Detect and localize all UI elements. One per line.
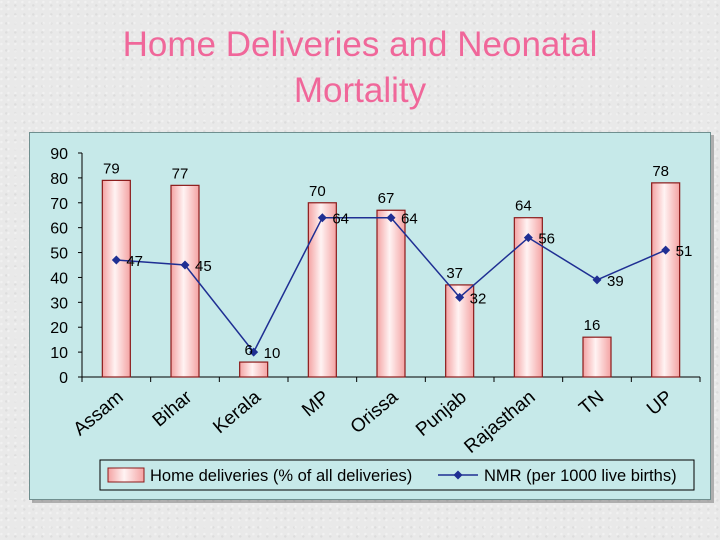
legend-bar-swatch bbox=[107, 467, 145, 483]
nmr-data-label: 32 bbox=[470, 290, 487, 307]
y-tick-label: 80 bbox=[50, 171, 68, 188]
nmr-data-label: 45 bbox=[195, 258, 212, 275]
y-tick-label: 50 bbox=[50, 246, 68, 263]
nmr-data-label: 47 bbox=[126, 253, 143, 270]
legend-bar-label: Home deliveries (% of all deliveries) bbox=[150, 467, 412, 485]
bar-data-label: 37 bbox=[446, 265, 463, 282]
bar-data-label: 77 bbox=[172, 165, 189, 182]
nmr-data-label: 64 bbox=[332, 211, 349, 228]
nmr-point-marker bbox=[455, 292, 465, 302]
bar-data-label: 67 bbox=[378, 190, 395, 207]
bar-data-label: 16 bbox=[584, 317, 601, 334]
nmr-data-label: 10 bbox=[264, 345, 281, 362]
nmr-point-marker bbox=[249, 347, 259, 357]
bar-data-label: 6 bbox=[244, 342, 252, 359]
slide-title-line1: Home Deliveries and Neonatal bbox=[122, 25, 598, 64]
x-tick-label: UP bbox=[643, 387, 677, 420]
nmr-point-marker bbox=[111, 255, 121, 265]
nmr-data-label: 64 bbox=[401, 211, 418, 228]
bar-home-deliveries bbox=[307, 202, 337, 378]
nmr-point-marker bbox=[523, 233, 533, 243]
y-tick-label: 90 bbox=[50, 146, 68, 163]
bar-home-deliveries bbox=[239, 361, 269, 378]
bar-data-label: 79 bbox=[103, 160, 120, 177]
chart-panel: 0 10 20 30 40 50 60 70 80 90 Assam Bihar Kerala MP Ori… bbox=[29, 132, 711, 500]
bar-home-deliveries bbox=[651, 182, 681, 378]
y-tick-label: 10 bbox=[50, 345, 68, 362]
slide-title-line2: Mortality bbox=[293, 71, 427, 110]
bar-data-label: 78 bbox=[652, 163, 669, 180]
nmr-data-label: 51 bbox=[676, 243, 693, 260]
x-tick-label: Assam bbox=[70, 387, 128, 440]
chart-svg: 0 10 20 30 40 50 60 70 80 90 Assam Bihar Kerala MP Ori… bbox=[50, 146, 701, 491]
y-tick-label: 60 bbox=[50, 221, 68, 238]
x-tick-label: TN bbox=[575, 387, 608, 419]
bar-data-label: 70 bbox=[309, 183, 326, 200]
nmr-data-label: 56 bbox=[538, 231, 555, 248]
nmr-point-marker bbox=[180, 260, 190, 270]
bar-home-deliveries bbox=[582, 336, 612, 378]
nmr-point-marker bbox=[317, 213, 327, 223]
legend: Home deliveries (% of all deliveries) NMR… bbox=[99, 459, 695, 491]
nmr-point-marker bbox=[592, 275, 602, 285]
legend-line-label: NMR (per 1000 live births) bbox=[484, 467, 677, 485]
y-tick-label: 30 bbox=[50, 295, 68, 312]
legend-box bbox=[99, 459, 695, 491]
x-tick-label: Rajasthan bbox=[461, 387, 540, 458]
x-tick-label: Bihar bbox=[149, 386, 197, 431]
legend-diamond-icon bbox=[453, 470, 463, 480]
x-tick-label: Kerala bbox=[209, 386, 265, 438]
nmr-point-marker bbox=[661, 245, 671, 255]
y-tick-label: 40 bbox=[50, 270, 68, 287]
bar-home-deliveries bbox=[170, 184, 200, 378]
y-tick-label: 70 bbox=[50, 196, 68, 213]
bar-home-deliveries bbox=[101, 179, 131, 378]
nmr-data-label: 39 bbox=[607, 273, 624, 290]
nmr-point-marker bbox=[386, 213, 396, 223]
x-tick-label: Orissa bbox=[347, 386, 403, 438]
x-tick-label: MP bbox=[298, 387, 333, 421]
y-tick-label: 0 bbox=[59, 370, 68, 387]
slide-title: Home Deliveries and Neonatal Mortality bbox=[0, 22, 720, 114]
bar-home-deliveries bbox=[513, 217, 543, 378]
bar-data-label: 64 bbox=[515, 198, 532, 215]
y-tick-label: 20 bbox=[50, 320, 68, 337]
x-tick-label: Punjab bbox=[412, 387, 471, 441]
bar-home-deliveries bbox=[376, 209, 406, 378]
